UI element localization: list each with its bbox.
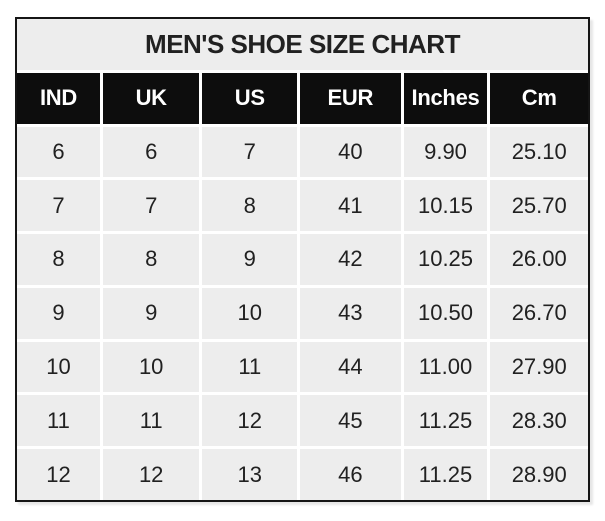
table-cell: 8 <box>17 234 100 285</box>
table-cell: 6 <box>102 126 200 178</box>
table-cell: 41 <box>300 180 401 232</box>
table-cell: 11 <box>17 395 100 447</box>
table-cell: 11.25 <box>403 395 488 447</box>
table-cell: 27.90 <box>490 341 588 393</box>
table-cell: 9 <box>102 287 200 339</box>
table-cell: 25.10 <box>490 126 588 178</box>
column-header-uk: UK <box>102 72 200 124</box>
table-cell: 10.25 <box>403 234 488 285</box>
table-cell: 12 <box>102 449 200 500</box>
table-cell: 7 <box>17 180 100 232</box>
table-cell: 11.00 <box>403 341 488 393</box>
table-cell: 10 <box>202 287 298 339</box>
table-cell: 9 <box>17 287 100 339</box>
table-cell: 44 <box>300 341 401 393</box>
column-header-cm: Cm <box>490 72 588 124</box>
shoe-size-chart: MEN'S SHOE SIZE CHART IND UK US EUR Inch… <box>15 17 590 502</box>
table-cell: 7 <box>202 126 298 178</box>
table-cell: 28.30 <box>490 395 588 447</box>
table-cell: 13 <box>202 449 298 500</box>
table-cell: 43 <box>300 287 401 339</box>
table-cell: 42 <box>300 234 401 285</box>
table-cell: 25.70 <box>490 180 588 232</box>
column-header-inches: Inches <box>403 72 488 124</box>
chart-title: MEN'S SHOE SIZE CHART <box>17 19 588 70</box>
column-header-us: US <box>202 72 298 124</box>
table-cell: 10 <box>102 341 200 393</box>
table-cell: 26.00 <box>490 234 588 285</box>
table-cell: 11.25 <box>403 449 488 500</box>
table-cell: 8 <box>102 234 200 285</box>
table-cell: 12 <box>202 395 298 447</box>
table-cell: 11 <box>202 341 298 393</box>
table-cell: 8 <box>202 180 298 232</box>
table-cell: 11 <box>102 395 200 447</box>
table-cell: 6 <box>17 126 100 178</box>
table-cell: 40 <box>300 126 401 178</box>
table-cell: 26.70 <box>490 287 588 339</box>
table-cell: 10 <box>17 341 100 393</box>
column-header-eur: EUR <box>300 72 401 124</box>
column-header-ind: IND <box>17 72 100 124</box>
table-cell: 45 <box>300 395 401 447</box>
table-cell: 7 <box>102 180 200 232</box>
table-cell: 10.15 <box>403 180 488 232</box>
table-cell: 12 <box>17 449 100 500</box>
table-cell: 46 <box>300 449 401 500</box>
table-cell: 9 <box>202 234 298 285</box>
table-cell: 28.90 <box>490 449 588 500</box>
size-table: MEN'S SHOE SIZE CHART IND UK US EUR Inch… <box>17 19 588 500</box>
table-cell: 10.50 <box>403 287 488 339</box>
table-cell: 9.90 <box>403 126 488 178</box>
